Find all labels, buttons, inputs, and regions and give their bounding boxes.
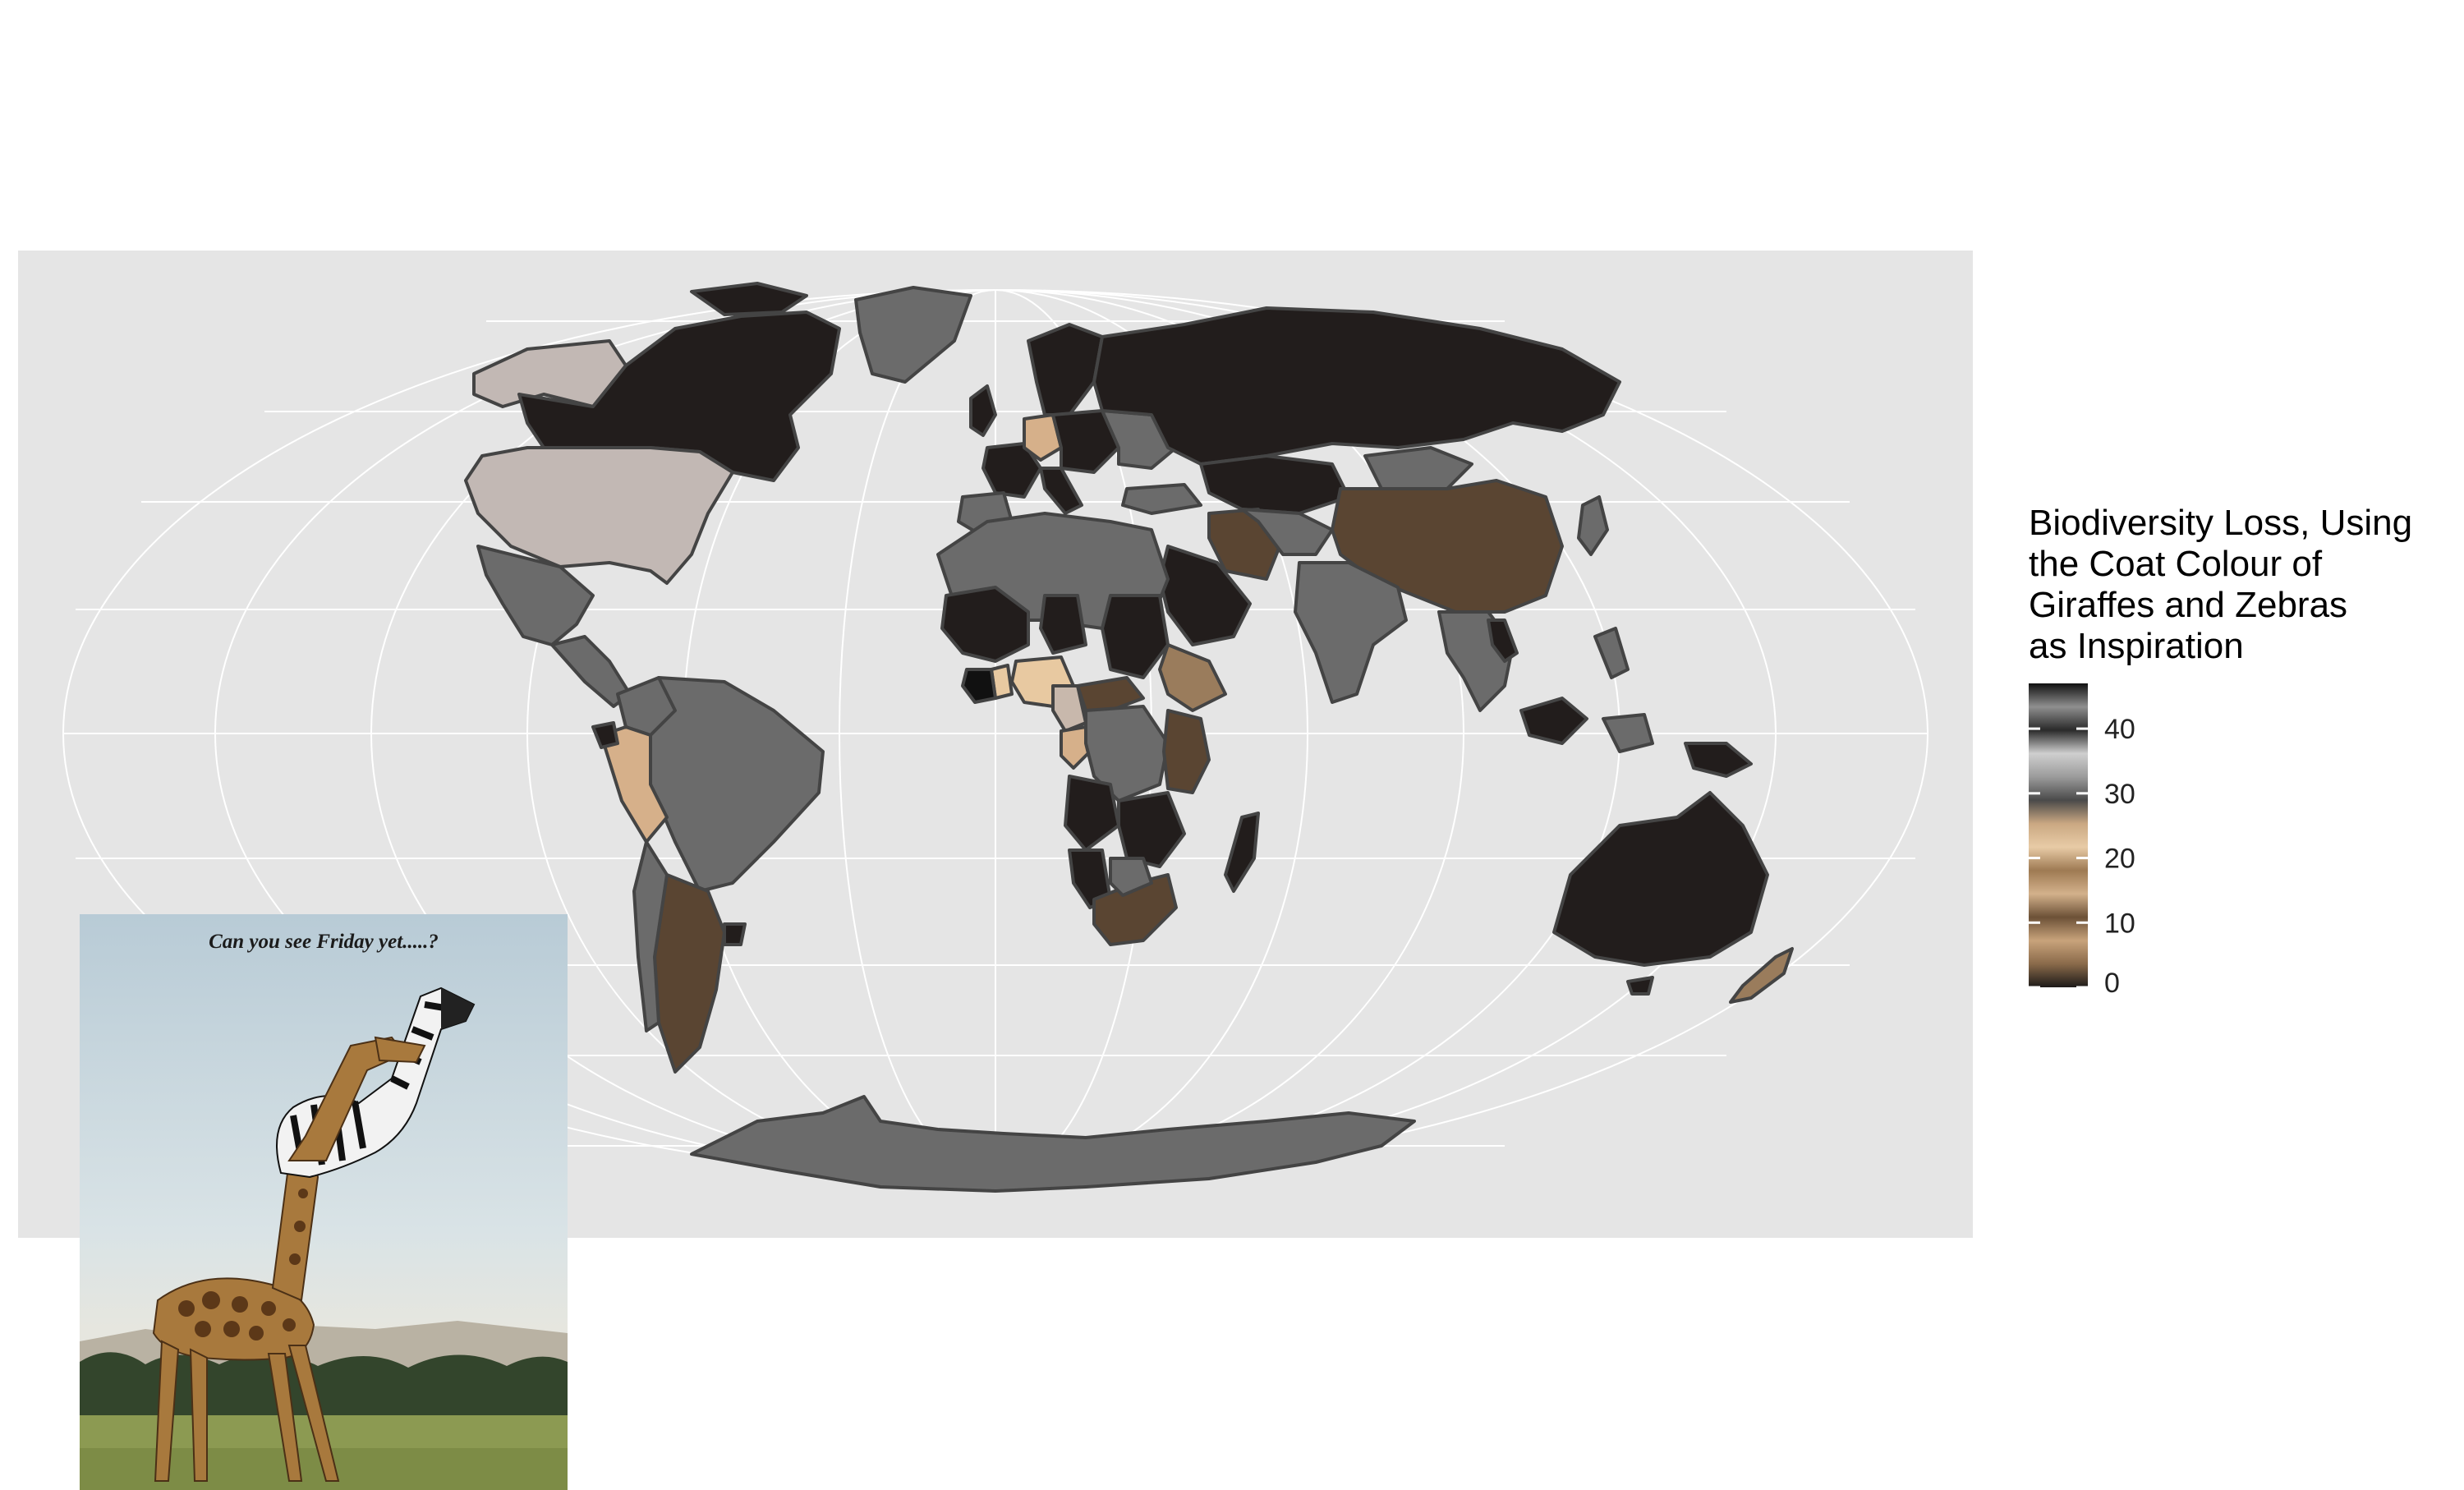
country-mali-niger bbox=[940, 586, 1030, 663]
country-mongolia bbox=[1363, 446, 1473, 490]
country-tasmania bbox=[1626, 976, 1654, 996]
country-philippines bbox=[1593, 627, 1630, 679]
colorbar-tick-label: 10 bbox=[2104, 908, 2135, 939]
country-indonesia-islands bbox=[1602, 713, 1654, 753]
country-australia bbox=[1552, 791, 1769, 967]
country-ecuador bbox=[591, 721, 619, 749]
country-peru bbox=[600, 725, 669, 844]
photo-caption: Can you see Friday yet.....? bbox=[209, 931, 439, 953]
giraffe-zebra-photo: Can you see Friday yet.....? bbox=[80, 914, 568, 1490]
country-chile bbox=[632, 840, 669, 1032]
country-greenland bbox=[854, 286, 972, 384]
country-scandinavia bbox=[1027, 323, 1104, 416]
country-new-zealand bbox=[1729, 947, 1794, 1004]
colorbar-gradient bbox=[2029, 683, 2088, 987]
country-chad bbox=[1039, 594, 1087, 655]
legend-colorbar: 0 10 20 30 40 bbox=[2029, 683, 2226, 999]
country-indonesia bbox=[1519, 697, 1588, 745]
country-uruguay bbox=[723, 922, 747, 946]
legend-title: Biodiversity Loss, Using the Coat Colour… bbox=[2029, 503, 2413, 666]
country-argentina bbox=[653, 873, 726, 1074]
country-germany bbox=[1023, 413, 1063, 462]
country-japan bbox=[1577, 495, 1609, 556]
colorbar-tick-label: 40 bbox=[2104, 714, 2135, 745]
country-colombia-venezuela bbox=[616, 676, 677, 737]
colorbar-svg: 0 10 20 30 40 bbox=[2029, 683, 2135, 999]
country-ethiopia bbox=[1158, 643, 1227, 712]
country-canada-islands bbox=[690, 282, 808, 316]
country-gabon bbox=[1060, 725, 1092, 770]
world-map bbox=[62, 282, 1928, 1193]
country-antarctica bbox=[690, 1095, 1416, 1193]
country-russia bbox=[1092, 306, 1621, 466]
country-zambia-moz bbox=[1117, 791, 1186, 868]
colorbar-tick-label: 20 bbox=[2104, 844, 2135, 875]
country-turkey bbox=[1121, 483, 1202, 515]
country-cameroon bbox=[1051, 684, 1087, 733]
legend: Biodiversity Loss, Using the Coat Colour… bbox=[2029, 503, 2456, 999]
colorbar-tick-label: 30 bbox=[2104, 779, 2135, 810]
country-botswana bbox=[1109, 857, 1153, 897]
country-kazakhstan bbox=[1199, 454, 1350, 515]
country-vietnam-cambodia bbox=[1487, 619, 1519, 663]
country-sudan bbox=[1101, 594, 1170, 679]
giraffe-zebra-illustration bbox=[80, 986, 568, 1490]
country-ivory-coast bbox=[961, 668, 997, 704]
country-car bbox=[1076, 676, 1145, 712]
country-kenya-tanzania bbox=[1162, 709, 1211, 794]
country-angola bbox=[1064, 775, 1120, 852]
country-china bbox=[1331, 479, 1564, 614]
country-new-guinea bbox=[1684, 742, 1753, 778]
country-uk bbox=[969, 384, 997, 437]
country-drc bbox=[1084, 705, 1170, 802]
country-india bbox=[1294, 561, 1408, 704]
countries bbox=[464, 282, 1794, 1193]
country-central-asia bbox=[1240, 508, 1334, 556]
country-madagascar bbox=[1224, 812, 1260, 893]
map-panel: Can you see Friday yet.....? bbox=[18, 251, 1973, 1490]
colorbar-tick-label: 0 bbox=[2104, 968, 2120, 996]
country-italy bbox=[1039, 467, 1083, 515]
country-usa bbox=[464, 446, 734, 585]
